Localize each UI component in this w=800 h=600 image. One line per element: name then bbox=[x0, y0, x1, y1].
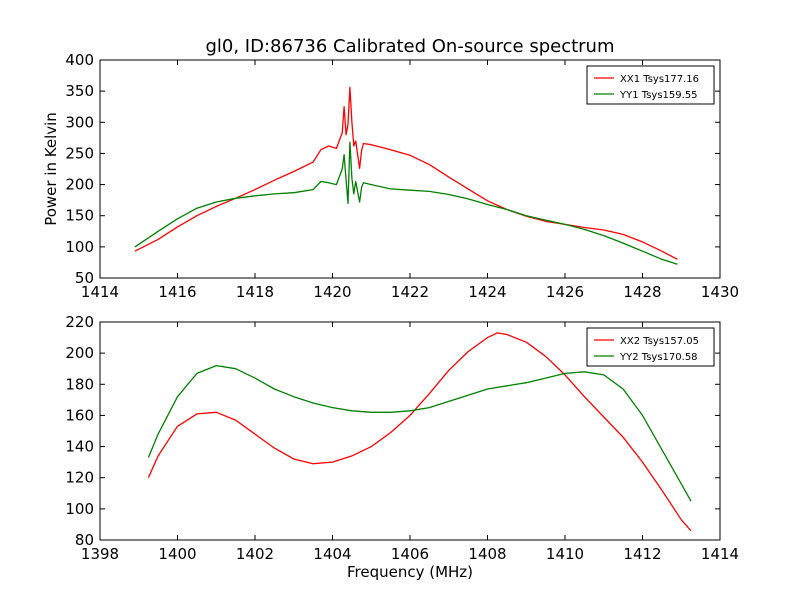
y-tick-label: 160 bbox=[65, 406, 94, 424]
legend: XX2 Tsys157.05 YY2 Tsys170.58 bbox=[586, 327, 715, 367]
x-tick-label: 1418 bbox=[236, 283, 274, 301]
x-tick-label: 1430 bbox=[701, 283, 739, 301]
y-axis-label: Power in Kelvin bbox=[42, 112, 60, 226]
legend-box bbox=[586, 327, 715, 367]
y-tick-label: 150 bbox=[65, 207, 94, 225]
x-tick-label: 1428 bbox=[623, 283, 661, 301]
chart-panel-1: 1414 1416 1418 1420 1422 1424 1426 1428 1430 50 10… bbox=[42, 36, 739, 301]
y-tick-label: 50 bbox=[75, 269, 94, 287]
y-tick-label: 100 bbox=[65, 238, 94, 256]
y-tick-label: 120 bbox=[65, 469, 94, 487]
series-line-xx1 bbox=[134, 86, 678, 260]
series-line-yy2 bbox=[147, 364, 692, 502]
legend-entry: XX1 Tsys177.16 bbox=[620, 74, 699, 85]
legend-entry: XX2 Tsys157.05 bbox=[620, 336, 699, 347]
x-tick-label: 1422 bbox=[391, 283, 429, 301]
chart-title: gl0, ID:86736 Calibrated On-source spect… bbox=[205, 36, 614, 57]
legend-box bbox=[586, 65, 715, 105]
y-tick-label: 220 bbox=[65, 313, 94, 331]
x-tick-label: 1414 bbox=[701, 545, 739, 563]
x-tick-label: 1410 bbox=[546, 545, 584, 563]
x-tick-label: 1406 bbox=[391, 545, 429, 563]
series-line-yy1 bbox=[134, 141, 678, 265]
x-tick-label: 1398 bbox=[81, 545, 119, 563]
legend-entry: YY1 Tsys159.55 bbox=[619, 90, 698, 101]
legend-entry: YY2 Tsys170.58 bbox=[619, 352, 698, 363]
x-tick-label: 1420 bbox=[313, 283, 351, 301]
y-tick-label: 350 bbox=[65, 82, 94, 100]
x-axis-label: Frequency (MHz) bbox=[347, 563, 473, 581]
chart-panel-2: 1398 1400 1402 1404 1406 1408 1410 1412 1414 80 10… bbox=[65, 313, 739, 581]
x-tick-label: 1402 bbox=[236, 545, 274, 563]
x-tick-label: 1414 bbox=[81, 283, 119, 301]
y-tick-label: 100 bbox=[65, 500, 94, 518]
y-tick-label: 140 bbox=[65, 438, 94, 456]
series-line-xx2 bbox=[147, 332, 692, 532]
x-tick-label: 1400 bbox=[158, 545, 196, 563]
x-tick-label: 1408 bbox=[468, 545, 506, 563]
legend: XX1 Tsys177.16 YY1 Tsys159.55 bbox=[586, 65, 715, 105]
x-tick-label: 1416 bbox=[158, 283, 196, 301]
x-tick-label: 1412 bbox=[623, 545, 661, 563]
y-tick-label: 300 bbox=[65, 113, 94, 131]
x-tick-label: 1424 bbox=[468, 283, 506, 301]
y-tick-label: 80 bbox=[75, 531, 94, 549]
y-tick-label: 200 bbox=[65, 176, 94, 194]
y-tick-label: 180 bbox=[65, 375, 94, 393]
x-tick-label: 1404 bbox=[313, 545, 351, 563]
y-tick-label: 400 bbox=[65, 51, 94, 69]
y-tick-label: 200 bbox=[65, 344, 94, 362]
x-tick-label: 1426 bbox=[546, 283, 584, 301]
y-tick-label: 250 bbox=[65, 144, 94, 162]
